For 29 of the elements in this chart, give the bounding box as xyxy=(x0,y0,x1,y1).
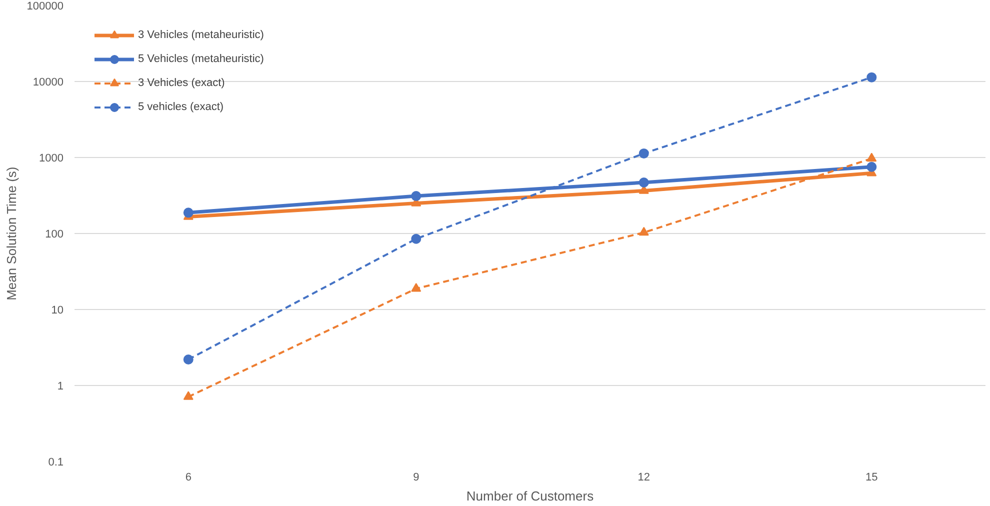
x-tick-label: 12 xyxy=(638,472,650,484)
point xyxy=(411,191,422,202)
point xyxy=(411,234,422,244)
point xyxy=(411,282,422,292)
point xyxy=(866,152,877,162)
point xyxy=(638,226,649,236)
x-tick-label: 15 xyxy=(866,472,878,484)
y-tick-label: 0.1 xyxy=(48,456,64,468)
y-tick-label: 1 xyxy=(57,380,64,392)
point xyxy=(183,391,194,400)
legend-label: 3 Vehicles (metaheuristic) xyxy=(138,29,264,41)
x-axis-title: Number of Customers xyxy=(466,488,594,504)
y-tick-label: 1000 xyxy=(39,152,64,164)
y-axis-title: Mean Solution Time (s) xyxy=(4,166,19,300)
point xyxy=(638,148,649,158)
point xyxy=(638,178,649,188)
legend-label: 5 vehicles (exact) xyxy=(138,101,224,113)
point xyxy=(183,354,194,364)
y-tick-label: 10 xyxy=(51,304,64,316)
x-tick-label: 9 xyxy=(413,472,420,484)
y-tick-label: 100000 xyxy=(26,0,64,12)
y-tick-label: 100 xyxy=(45,228,64,240)
point xyxy=(183,208,194,218)
point xyxy=(866,72,877,82)
x-tick-label: 6 xyxy=(185,472,192,484)
point xyxy=(866,162,877,172)
legend-label: 5 Vehicles (metaheuristic) xyxy=(138,53,264,65)
y-tick-label: 10000 xyxy=(32,76,64,88)
legend-label: 3 Vehicles (exact) xyxy=(138,77,225,89)
